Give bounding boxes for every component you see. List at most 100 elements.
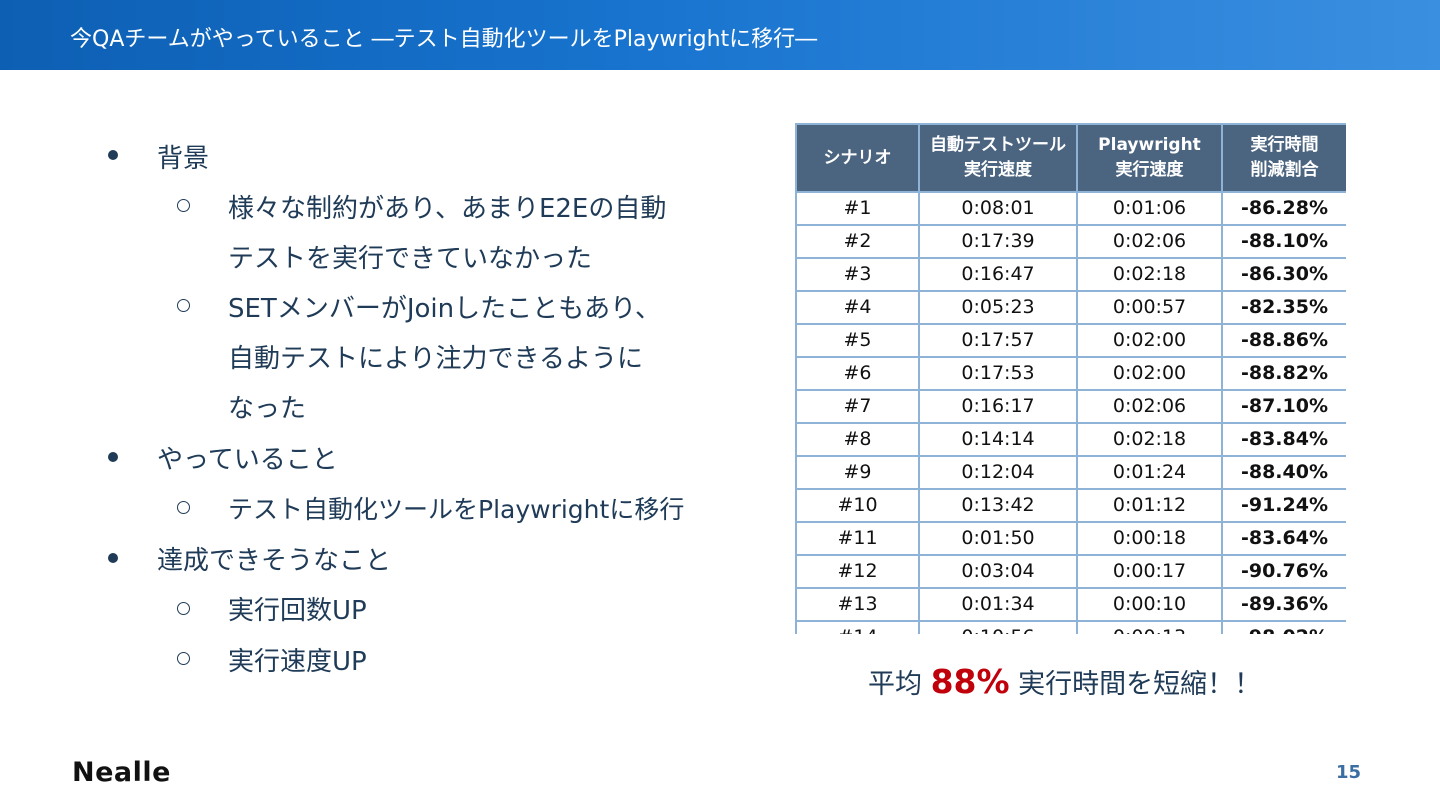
table-row: #10 0:13:42 0:01:12 -91.24% bbox=[795, 488, 1346, 523]
table-row: #6 0:17:53 0:02:00 -88.82% bbox=[795, 356, 1346, 391]
cell-tool-speed: 0:13:42 bbox=[918, 488, 1078, 523]
cell-playwright-speed: 0:02:18 bbox=[1076, 257, 1223, 292]
header-tool-speed: 自動テストツール 実行速度 bbox=[918, 123, 1078, 193]
bullet-list: 背景 様々な制約があり、あまりE2Eの自動 テストを実行できていなかった SET… bbox=[0, 0, 780, 700]
bullet-ring bbox=[177, 199, 190, 212]
slide-header: 今QAチームがやっていること ―テスト自動化ツールをPlaywrightに移行― bbox=[0, 0, 1440, 70]
table-row: #5 0:17:57 0:02:00 -88.86% bbox=[795, 323, 1346, 358]
bullet-background-item1-line1: 様々な制約があり、あまりE2Eの自動 bbox=[228, 194, 667, 224]
table-row: #13 0:01:34 0:00:10 -89.36% bbox=[795, 587, 1346, 622]
cell-scenario: #5 bbox=[795, 323, 920, 358]
cell-reduction-ratio: -88.10% bbox=[1221, 224, 1346, 259]
cell-reduction-ratio: -82.35% bbox=[1221, 290, 1346, 325]
bullet-achieve-item1: 実行回数UP bbox=[228, 596, 367, 626]
header-reduction-ratio-line1: 実行時間 bbox=[1250, 135, 1319, 155]
table-row: #4 0:05:23 0:00:57 -82.35% bbox=[795, 290, 1346, 325]
bullet-background-item2-line3: なった bbox=[228, 394, 307, 424]
cell-playwright-speed: 0:00:13 bbox=[1076, 620, 1223, 634]
cell-scenario: #14 bbox=[795, 620, 920, 634]
cell-playwright-speed: 0:02:18 bbox=[1076, 422, 1223, 457]
bullet-background-item2-line1: SETメンバーがJoinしたこともあり、 bbox=[228, 294, 662, 324]
page-number: 15 bbox=[1336, 762, 1362, 783]
cell-reduction-ratio: -98.02% bbox=[1221, 620, 1346, 634]
header-scenario: シナリオ bbox=[795, 123, 920, 193]
cell-tool-speed: 0:17:57 bbox=[918, 323, 1078, 358]
cell-reduction-ratio: -87.10% bbox=[1221, 389, 1346, 424]
cell-reduction-ratio: -90.76% bbox=[1221, 554, 1346, 589]
bullet-dot bbox=[108, 452, 118, 462]
slide-title: 今QAチームがやっていること ―テスト自動化ツールをPlaywrightに移行― bbox=[70, 27, 818, 52]
cell-scenario: #8 bbox=[795, 422, 920, 457]
cell-playwright-speed: 0:00:17 bbox=[1076, 554, 1223, 589]
bullet-background-item2-line2: 自動テストにより注力できるように bbox=[228, 344, 643, 374]
cell-playwright-speed: 0:02:00 bbox=[1076, 356, 1223, 391]
cell-reduction-ratio: -83.84% bbox=[1221, 422, 1346, 457]
cell-scenario: #12 bbox=[795, 554, 920, 589]
cell-tool-speed: 0:16:47 bbox=[918, 257, 1078, 292]
cell-tool-speed: 0:03:04 bbox=[918, 554, 1078, 589]
cell-scenario: #10 bbox=[795, 488, 920, 523]
table-row: #11 0:01:50 0:00:18 -83.64% bbox=[795, 521, 1346, 556]
cell-scenario: #3 bbox=[795, 257, 920, 292]
bullet-doing-item1: テスト自動化ツールをPlaywrightに移行 bbox=[228, 495, 685, 524]
table-row: #140:10:560:00:13-98.02% bbox=[795, 620, 1346, 634]
cell-reduction-ratio: -88.86% bbox=[1221, 323, 1346, 358]
table-row: #2 0:17:39 0:02:06 -88.10% bbox=[795, 224, 1346, 259]
bullet-ring bbox=[177, 299, 190, 312]
cell-playwright-speed: 0:00:10 bbox=[1076, 587, 1223, 622]
bullet-ring bbox=[177, 652, 190, 665]
cell-tool-speed: 0:12:04 bbox=[918, 455, 1078, 490]
cell-reduction-ratio: -88.82% bbox=[1221, 356, 1346, 391]
cell-scenario: #4 bbox=[795, 290, 920, 325]
cell-scenario: #2 bbox=[795, 224, 920, 259]
cell-reduction-ratio: -83.64% bbox=[1221, 521, 1346, 556]
results-table-container: シナリオ 自動テストツール 実行速度 Playwright 実行速度 実行時間削減割… bbox=[795, 123, 1346, 634]
cell-playwright-speed: 0:01:24 bbox=[1076, 455, 1223, 490]
header-reduction-ratio-line2: 削減割合 bbox=[1250, 160, 1319, 180]
bullet-ring bbox=[177, 501, 190, 514]
bullet-background-item1-line2: テストを実行できていなかった bbox=[228, 244, 593, 274]
cell-tool-speed: 0:01:34 bbox=[918, 587, 1078, 622]
cell-tool-speed: 0:14:14 bbox=[918, 422, 1078, 457]
cell-tool-speed: 0:10:56 bbox=[918, 620, 1078, 634]
header-scenario-line1: シナリオ bbox=[823, 147, 892, 168]
cell-scenario: #13 bbox=[795, 587, 920, 622]
header-playwright-speed: Playwright 実行速度 bbox=[1076, 123, 1223, 193]
cell-playwright-speed: 0:02:00 bbox=[1076, 323, 1223, 358]
cell-playwright-speed: 0:02:06 bbox=[1076, 389, 1223, 424]
cell-tool-speed: 0:17:53 bbox=[918, 356, 1078, 391]
header-tool-speed-line2: 実行速度 bbox=[964, 160, 1032, 180]
cell-scenario: #1 bbox=[795, 191, 920, 226]
cell-playwright-speed: 0:02:06 bbox=[1076, 224, 1223, 259]
bullet-achieve-heading: 達成できそうなこと bbox=[157, 546, 392, 576]
cell-tool-speed: 0:08:01 bbox=[918, 191, 1078, 226]
bullet-dot bbox=[108, 150, 118, 160]
cell-playwright-speed: 0:00:57 bbox=[1076, 290, 1223, 325]
header-playwright-speed-line2: 実行速度 bbox=[1115, 160, 1184, 180]
cell-scenario: #11 bbox=[795, 521, 920, 556]
summary-prefix: 平均 bbox=[868, 669, 931, 700]
table-row: #12 0:03:04 0:00:17 -90.76% bbox=[795, 554, 1346, 589]
header-reduction-ratio: 実行時間 削減割合 bbox=[1221, 123, 1346, 193]
table-row: #1 0:08:01 0:01:06 -86.28% bbox=[795, 191, 1346, 226]
cell-playwright-speed: 0:01:06 bbox=[1076, 191, 1223, 226]
bullet-achieve-item2: 実行速度UP bbox=[228, 647, 367, 677]
header-playwright-speed-line1: Playwright bbox=[1098, 135, 1201, 155]
bullet-ring bbox=[177, 602, 190, 615]
table-row: #9 0:12:04 0:01:24 -88.40% bbox=[795, 455, 1346, 490]
cell-tool-speed: 0:16:17 bbox=[918, 389, 1078, 424]
results-table: シナリオ 自動テストツール 実行速度 Playwright 実行速度 実行時間削減割… bbox=[795, 123, 1346, 634]
cell-reduction-ratio: -86.28% bbox=[1221, 191, 1346, 226]
bullet-background-heading: 背景 bbox=[157, 144, 210, 174]
cell-reduction-ratio: -91.24% bbox=[1221, 488, 1346, 523]
bullet-doing-heading: やっていること bbox=[157, 445, 338, 475]
cell-playwright-speed: 0:01:12 bbox=[1076, 488, 1223, 523]
summary-percent: 88% bbox=[930, 662, 1010, 701]
cell-playwright-speed: 0:00:18 bbox=[1076, 521, 1223, 556]
table-row: #7 0:16:17 0:02:06 -87.10% bbox=[795, 389, 1346, 424]
bullet-dot bbox=[108, 553, 118, 563]
cell-scenario: #9 bbox=[795, 455, 920, 490]
table-body: #1 0:08:01 0:01:06 -86.28% #2 0:17:39 0:02:06-… bbox=[795, 191, 1346, 634]
cell-reduction-ratio: -89.36% bbox=[1221, 587, 1346, 622]
cell-tool-speed: 0:05:23 bbox=[918, 290, 1078, 325]
